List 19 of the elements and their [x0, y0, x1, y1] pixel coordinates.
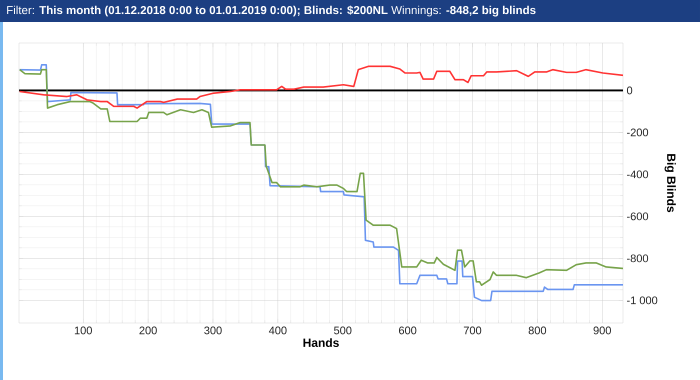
- x-tick-label: 400: [268, 326, 287, 334]
- x-tick-label: 700: [464, 326, 482, 334]
- y-tick-label: -200: [627, 128, 648, 136]
- x-tick-label: 200: [139, 326, 157, 334]
- y-tick-label: -600: [627, 212, 648, 220]
- x-tick-label: 900: [594, 326, 611, 334]
- y-tick-label: 0: [626, 86, 632, 94]
- x-tick-label: 300: [204, 326, 222, 334]
- x-tick-label: 600: [399, 326, 416, 334]
- x-axis-title: Hands: [303, 338, 339, 347]
- x-tick-label: 800: [528, 326, 546, 334]
- x-tick-label: 100: [74, 326, 92, 334]
- chart-title: Filter: This month (01.12.2018 0:00 to 01.01.2019 0:00); Blinds: $200NL Winnings: -848,2 big blinds: [7, 6, 536, 16]
- y-tick-label: -400: [627, 170, 648, 178]
- x-tick-label: 500: [334, 326, 352, 334]
- y-axis-title: Big Blinds: [664, 154, 676, 212]
- line-series: [19, 65, 624, 109]
- y-tick-label: -800: [627, 254, 648, 262]
- y-tick-label: -1 000: [627, 296, 658, 304]
